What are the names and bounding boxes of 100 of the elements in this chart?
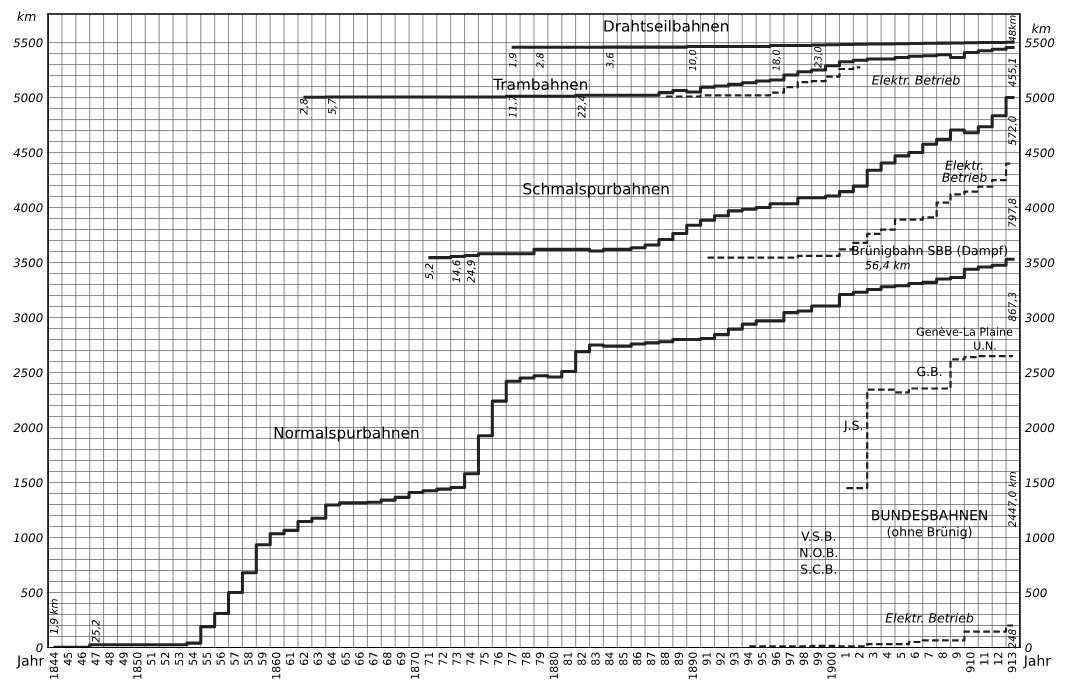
x-tick-label: 62 [299, 652, 309, 666]
y2-tick-label: 3500 [1024, 258, 1055, 268]
x-tick-label: 3 [868, 652, 878, 658]
y2-axis-title: km [1032, 23, 1051, 33]
annotation: Drahtseilbahnen [604, 19, 729, 32]
annotation: 248 [1008, 629, 1017, 649]
x-tick-label: 74 [466, 652, 475, 665]
y2-tick-label: 4000 [1025, 203, 1055, 213]
x-tick-label: 1850 [133, 652, 142, 679]
y2-tick-label: 3000 [1024, 313, 1055, 323]
annotation: 1,9 [509, 53, 518, 68]
x-tick-label: 59 [258, 652, 267, 665]
annotation: G.B. [917, 366, 942, 377]
annotation: Brünigbahn SBB (Dampf) [852, 245, 1007, 258]
x-tick-label: 96 [771, 652, 781, 666]
annotation: 455,1 [1008, 58, 1018, 87]
y-axis-title: km [17, 11, 36, 21]
y2-tick-label: 2000 [1024, 423, 1055, 433]
x-tick-label: 92 [716, 652, 725, 666]
annotation: 2447,0 km [1008, 472, 1018, 528]
x-tick-label: 11 [980, 652, 989, 665]
x-tick-label: 98 [799, 652, 808, 666]
annotation: N.O.B. [800, 547, 837, 558]
annotation: S.C.B. [801, 564, 836, 574]
annotation: 3,6 [606, 52, 615, 68]
y2-tick-label: 1500 [1025, 478, 1055, 488]
x-tick-label: 83 [591, 652, 600, 666]
x-tick-label: 76 [494, 652, 503, 665]
annotation: 2,8 [536, 52, 545, 68]
x-tick-label: 91 [702, 652, 711, 666]
x-tick-label: 94 [744, 652, 753, 666]
annotation: Elektr. Betrieb [942, 160, 987, 183]
x-tick-label: 82 [577, 652, 586, 666]
y-tick-label: 500 [20, 588, 43, 598]
annotation: (ohne Brünig) [887, 526, 972, 539]
x-tick-label: 69 [396, 652, 406, 666]
annotation: Elektr. Betrieb [872, 75, 960, 85]
x-tick-label: 68 [383, 652, 392, 666]
y2-tick-label: 4500 [1025, 148, 1055, 158]
annotation: 1,9 km [49, 599, 59, 634]
x-tick-label: 95 [757, 652, 767, 666]
x-tick-label: 85 [619, 652, 628, 666]
x-tick-label: 88 [660, 652, 670, 666]
y-tick-label: 4500 [13, 148, 43, 158]
y-tick-label: 0 [36, 643, 43, 653]
x-tick-label: 46 [77, 652, 86, 666]
x-tick-label: 910 [966, 652, 975, 673]
y-tick-label: 5500 [13, 38, 43, 48]
annotation: 10,0 [688, 49, 698, 71]
y-tick-label: 3500 [13, 258, 43, 268]
x-tick-label: 73 [452, 652, 461, 665]
text: Jahr [16, 655, 45, 669]
x-tick-label: 5 [896, 652, 906, 658]
x-tick-label: 84 [605, 652, 614, 666]
annotation: 5,7 [328, 98, 337, 115]
x-tick-label: 65 [341, 652, 350, 666]
x-tick-label: 72 [438, 652, 447, 665]
annotation: 24,9 [466, 260, 476, 283]
x-tick-label: 53 [174, 652, 184, 665]
annotation: Normalspurbahnen [274, 426, 419, 442]
annotation: 572,0 [1008, 116, 1018, 146]
y2-tick-label: 1000 [1025, 533, 1055, 543]
x-tick-label: 55 [202, 652, 211, 665]
x-tick-label: 47 [91, 652, 100, 666]
y-tick-label: 1000 [13, 533, 43, 543]
annotation: Elektr. Betrieb [885, 612, 974, 623]
x-tick-label: 12 [993, 652, 1003, 665]
x-tick-label: 51 [147, 652, 156, 665]
annotation: 14,6 [452, 260, 462, 283]
x-tick-label: 64 [327, 652, 336, 666]
y-tick-label: 3000 [13, 313, 43, 323]
y-tick-label: 4000 [13, 203, 43, 213]
annotation: 23,0 [814, 46, 823, 68]
y2-tick-label: 2500 [1024, 368, 1055, 378]
x-tick-label: 79 [535, 652, 545, 665]
annotation: 867,3 [1008, 292, 1018, 322]
annotation: 2,8 [299, 98, 309, 115]
x-tick-label: 8 [938, 652, 947, 658]
x-tick-label: 54 [188, 652, 198, 665]
annotation: Schmalspurbahnen [523, 182, 669, 198]
annotation: Genève-La Plaine [916, 326, 1013, 336]
x-tick-label: 57 [230, 652, 239, 665]
x-tick-label: 45 [63, 652, 73, 666]
x-tick-label: 58 [244, 652, 253, 665]
annotation: 5,2 [425, 263, 435, 280]
y2-tick-label: 5000 [1025, 93, 1055, 103]
y-tick-label: 2500 [13, 368, 43, 378]
x-tick-label: 1880 [549, 652, 559, 679]
x-tick-label: 2 [855, 652, 864, 658]
y-tick-label: 2000 [13, 423, 43, 433]
annotation: 797,8 [1008, 198, 1018, 227]
x-tick-label: 1890 [688, 652, 697, 679]
x-tick-label: 63 [313, 652, 323, 666]
annotation: V.S.B. [801, 531, 836, 541]
annotation: Trambahnen [493, 78, 588, 91]
x-tick-label: 61 [285, 652, 295, 666]
x-tick-label: 1860 [271, 652, 281, 679]
annotation: 48km [1008, 15, 1016, 43]
x-tick-label: 66 [355, 652, 364, 666]
x-tick-label: 913 [1007, 652, 1017, 673]
